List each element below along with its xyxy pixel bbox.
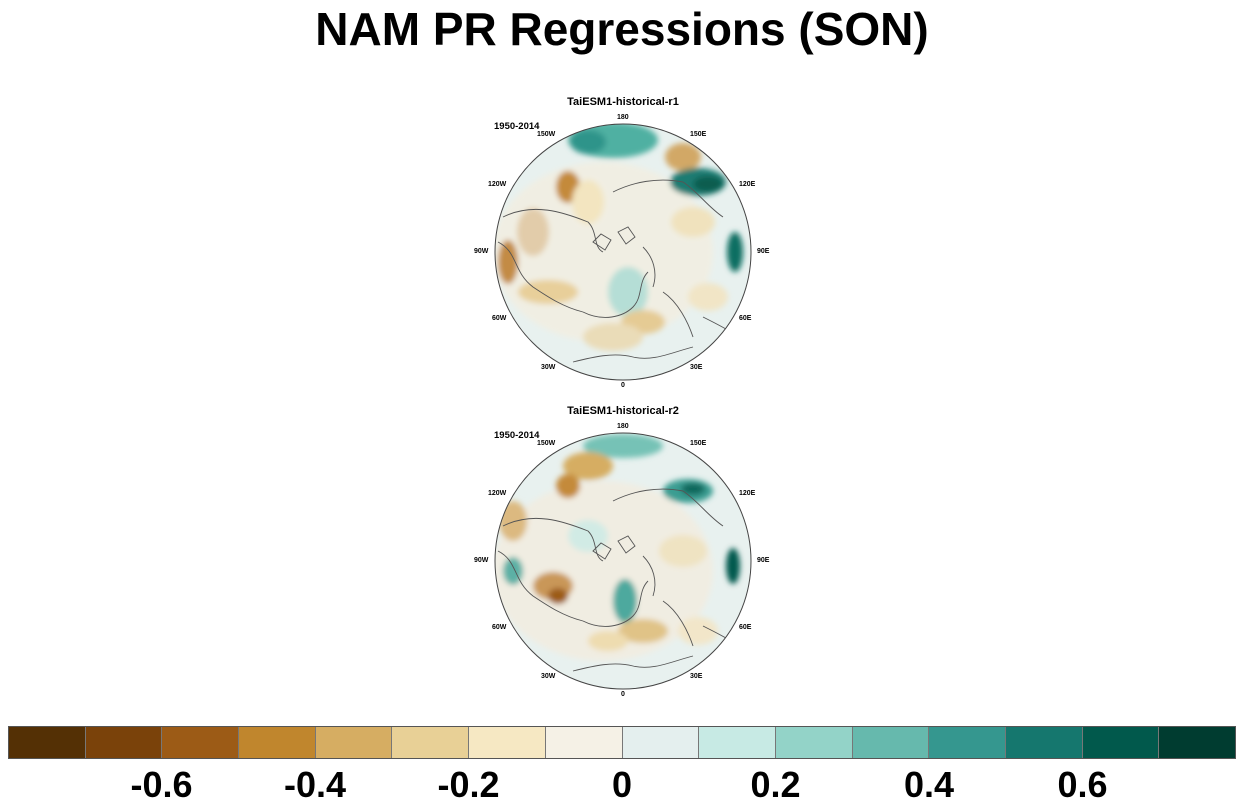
panel-1-period: 1950-2014	[494, 121, 540, 132]
panel-2-lon-label-60w: 60W	[492, 624, 507, 631]
colorbar-tick-label: 0.6	[1057, 764, 1108, 805]
colorbar-box-11	[775, 727, 853, 758]
colorbar-tick-label: -0.6	[130, 764, 193, 805]
panel-2-lon-label-120w: 120W	[488, 490, 507, 497]
colorbar-tick-label: 0.2	[750, 764, 801, 805]
colorbar-box-7	[469, 727, 546, 758]
panel-1-lon-label-0: 0	[621, 382, 625, 389]
colorbar-tick-label: -0.4	[283, 764, 347, 805]
colorbar-tick-label: 0.4	[903, 764, 955, 805]
panel-2-lon-label-150w: 150W	[537, 440, 556, 447]
colorbar-tick-label: -0.2	[437, 764, 500, 805]
panel-1-lon-label-150w: 150W	[537, 131, 556, 138]
panel-1-polar-map	[494, 123, 752, 381]
panel-1-lon-label-150e: 150E	[690, 131, 707, 138]
panel-2-period: 1950-2014	[494, 430, 540, 441]
panel-2-title: TaiESM1-historical-r2	[567, 405, 679, 417]
colorbar-box-13	[929, 727, 1006, 758]
colorbar-box-2	[85, 727, 163, 758]
panel-2-lon-label-150e: 150E	[690, 440, 707, 447]
panel-2-lon-label-90e: 90E	[757, 557, 770, 564]
colorbar-box-3	[162, 727, 240, 758]
colorbar-box-8	[545, 727, 623, 758]
colorbar-box-15	[1082, 727, 1160, 758]
panel-2-lon-label-180: 180	[617, 423, 629, 430]
panel-2-lon-label-0: 0	[621, 691, 625, 698]
colorbar-box-9	[622, 727, 700, 758]
panel-2-lon-label-30e: 30E	[690, 673, 703, 680]
colorbar-box-4	[239, 727, 316, 758]
panel-2-polar-map	[494, 432, 752, 690]
panel-1-lon-label-30e: 30E	[690, 364, 703, 371]
colorbar-box-16	[1159, 727, 1235, 758]
colorbar-box-10	[699, 727, 776, 758]
colorbar-box-12	[852, 727, 930, 758]
panel-1-lon-label-180: 180	[617, 114, 629, 121]
panel-1-lon-label-30w: 30W	[541, 364, 556, 371]
panel-2-lon-label-60e: 60E	[739, 624, 752, 631]
colorbar-box-14	[1005, 727, 1083, 758]
panel-1-lon-label-90w: 90W	[474, 248, 489, 255]
colorbar-box-6	[392, 727, 470, 758]
panel-2-lon-label-90w: 90W	[474, 557, 489, 564]
panel-2-lon-label-120e: 120E	[739, 490, 756, 497]
panel-1-title: TaiESM1-historical-r1	[567, 96, 679, 108]
colorbar-tick-label: 0	[611, 764, 633, 805]
panel-1-lon-label-120e: 120E	[739, 181, 756, 188]
colorbar-box-5	[315, 727, 393, 758]
colorbar	[8, 726, 1236, 759]
figure-title: NAM PR Regressions (SON)	[315, 3, 929, 55]
panel-1-lon-label-60e: 60E	[739, 315, 752, 322]
colorbar-box-1	[9, 727, 86, 758]
panel-1-lon-label-60w: 60W	[492, 315, 507, 322]
panel-2-lon-label-30w: 30W	[541, 673, 556, 680]
panel-1-lon-label-90e: 90E	[757, 248, 770, 255]
panel-1-lon-label-120w: 120W	[488, 181, 507, 188]
